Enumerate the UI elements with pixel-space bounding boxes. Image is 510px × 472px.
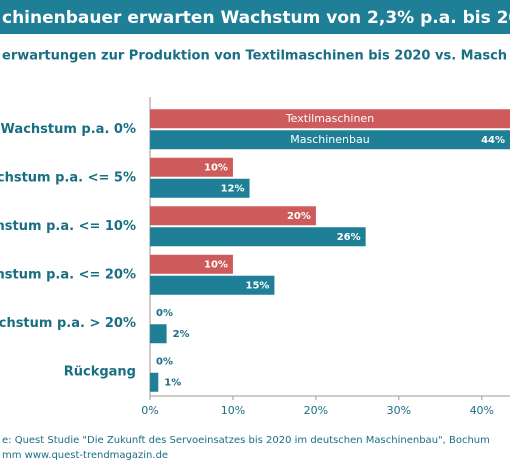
chart-subtitle: erwartungen zur Produktion von Textilmas…	[2, 49, 507, 64]
plot: 0% 10% 20% 30% 40% Wachstum p.a. 0% Textilmasc…	[0, 97, 510, 417]
bar	[150, 206, 316, 226]
x-tick-label: 10%	[221, 404, 245, 417]
value-label: 10%	[204, 259, 228, 270]
y-tick-label: Rückgang	[64, 364, 136, 379]
y-tick-label: Wachstum p.a. 0%	[1, 122, 136, 137]
value-label: 15%	[245, 280, 269, 291]
value-label: 12%	[221, 183, 245, 194]
y-tick-label: chstum p.a. > 20%	[0, 316, 136, 331]
bar	[150, 130, 510, 150]
value-label: 2%	[173, 329, 190, 340]
bar	[150, 227, 366, 247]
y-tick-label: chstum p.a. <= 20%	[0, 267, 136, 282]
x-tick-label: 40%	[470, 404, 494, 417]
bar	[150, 254, 233, 274]
source: mm www.quest-trendmagazin.de	[2, 450, 168, 461]
bar	[150, 372, 159, 392]
value-label: 1%	[164, 377, 181, 388]
x-tick-label: 30%	[387, 404, 411, 417]
bar	[150, 275, 275, 295]
bar	[150, 324, 167, 344]
bar	[150, 157, 233, 177]
chart-title: chinenbauer erwarten Wachstum von 2,3% p…	[2, 8, 510, 28]
bar	[150, 109, 510, 129]
value-label: 0%	[156, 308, 173, 319]
y-tick-label: chstum p.a. <= 10%	[0, 219, 136, 234]
bar	[150, 178, 250, 198]
x-tick-label: 20%	[304, 404, 328, 417]
title-bar	[0, 0, 510, 34]
value-label: 44%	[481, 135, 505, 146]
value-label: 0%	[156, 356, 173, 367]
legend-label: Maschinenbau	[290, 133, 369, 146]
x-tick-label: 0%	[141, 404, 158, 417]
legend-label: Textilmaschinen	[285, 112, 374, 125]
bars	[150, 109, 510, 392]
y-tick-label: chstum p.a. <= 5%	[0, 170, 136, 185]
value-label: 26%	[337, 232, 361, 243]
source: e: Quest Studie "Die Zukunft des Servoei…	[2, 435, 490, 446]
value-label: 10%	[204, 162, 228, 173]
value-label: 20%	[287, 211, 311, 222]
